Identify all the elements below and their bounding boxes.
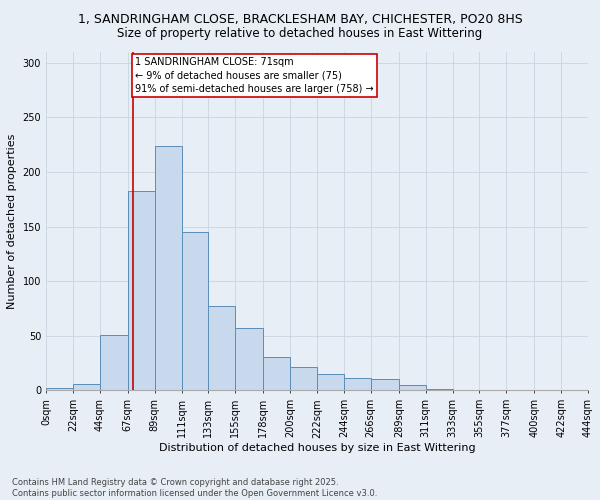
Bar <box>263 356 290 390</box>
Text: Contains HM Land Registry data © Crown copyright and database right 2025.
Contai: Contains HM Land Registry data © Crown c… <box>12 478 377 498</box>
X-axis label: Distribution of detached houses by size in East Wittering: Distribution of detached houses by size … <box>159 443 475 453</box>
Text: Size of property relative to detached houses in East Wittering: Size of property relative to detached ho… <box>118 28 482 40</box>
Bar <box>100 334 128 390</box>
Bar <box>371 380 399 390</box>
Bar <box>128 190 155 390</box>
Bar <box>73 384 100 390</box>
Bar <box>182 232 208 390</box>
Bar <box>344 378 371 390</box>
Bar <box>155 146 182 390</box>
Bar <box>208 306 235 390</box>
Y-axis label: Number of detached properties: Number of detached properties <box>7 134 17 309</box>
Bar <box>399 385 425 390</box>
Text: 1 SANDRINGHAM CLOSE: 71sqm
← 9% of detached houses are smaller (75)
91% of semi-: 1 SANDRINGHAM CLOSE: 71sqm ← 9% of detac… <box>135 58 374 94</box>
Bar <box>317 374 344 390</box>
Bar <box>290 368 317 390</box>
Bar <box>235 328 263 390</box>
Text: 1, SANDRINGHAM CLOSE, BRACKLESHAM BAY, CHICHESTER, PO20 8HS: 1, SANDRINGHAM CLOSE, BRACKLESHAM BAY, C… <box>77 12 523 26</box>
Bar <box>46 388 73 390</box>
